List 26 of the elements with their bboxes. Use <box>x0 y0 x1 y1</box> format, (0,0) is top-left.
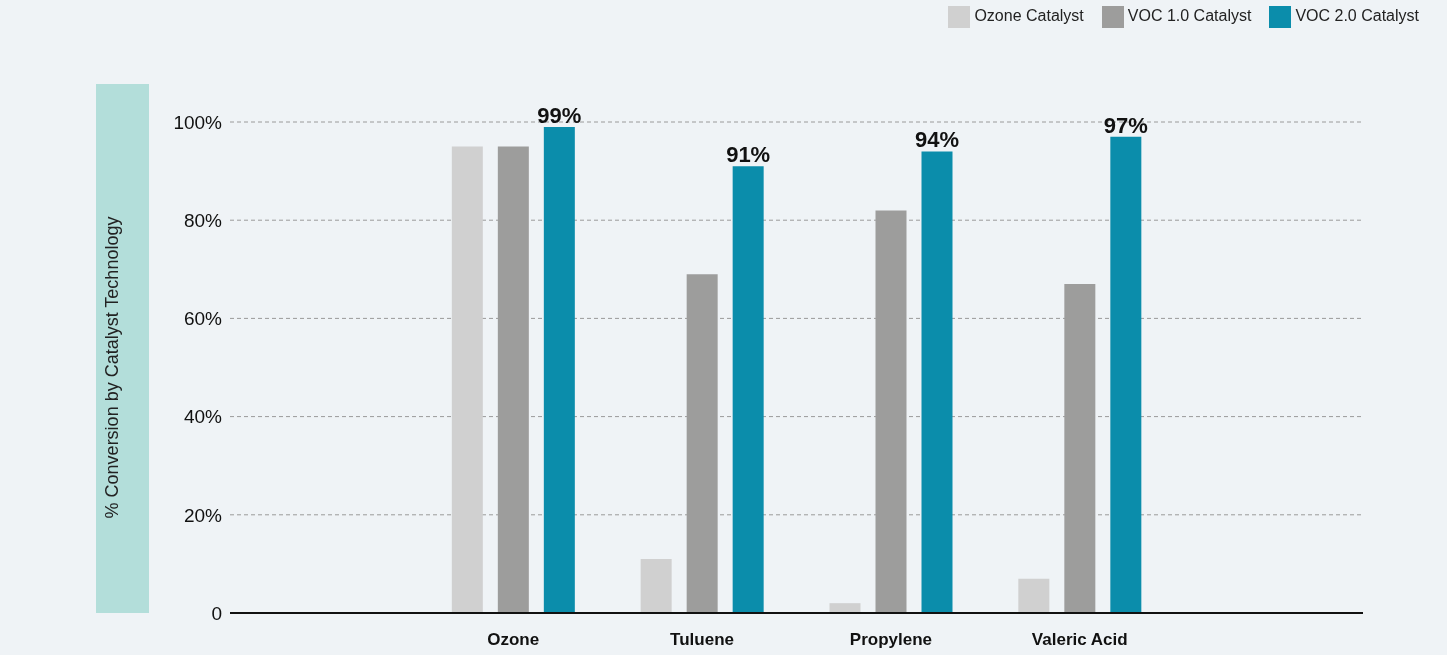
y-axis-title: % Conversion by Catalyst Technology <box>102 216 123 519</box>
y-tick-label: 60% <box>183 308 223 330</box>
data-label: 94% <box>914 127 960 153</box>
legend-label: VOC 2.0 Catalyst <box>1295 7 1419 25</box>
y-tick-label: 80% <box>183 209 223 231</box>
y-tick-label: 20% <box>183 504 223 526</box>
bar <box>1110 136 1142 613</box>
bar <box>732 166 764 613</box>
x-tick-label: Tuluene <box>670 630 735 650</box>
bar <box>640 558 672 613</box>
x-tick-label: Ozone <box>487 630 540 650</box>
bar <box>1018 578 1050 613</box>
y-tick-label: 40% <box>183 406 223 428</box>
legend-label: Ozone Catalyst <box>974 7 1084 25</box>
y-tick-label: 0 <box>211 602 222 624</box>
x-tick-label: Valeric Acid <box>1031 630 1128 650</box>
legend-label: VOC 1.0 Catalyst <box>1127 7 1252 25</box>
x-tick-label: Propylene <box>849 630 933 650</box>
data-label: 97% <box>1103 112 1148 138</box>
data-label: 91% <box>726 142 771 168</box>
bar <box>451 146 483 613</box>
bar <box>543 126 575 613</box>
bar <box>921 151 953 613</box>
bar <box>829 603 861 613</box>
data-label: 99% <box>537 102 582 128</box>
y-tick-label: 100% <box>173 111 223 133</box>
